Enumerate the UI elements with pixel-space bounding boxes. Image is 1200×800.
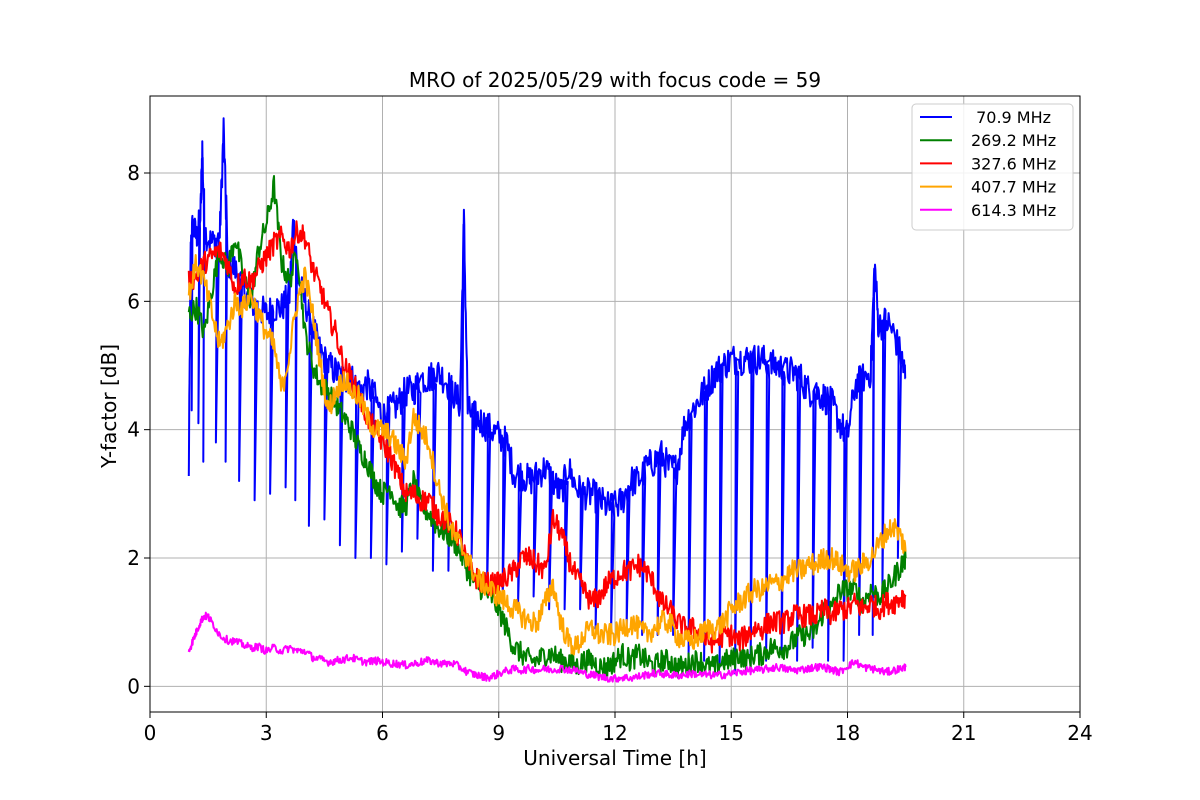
legend-label-3: 407.7 MHz <box>971 178 1056 197</box>
plot-series <box>187 117 907 683</box>
x-tick-label-3: 9 <box>492 721 505 745</box>
legend-label-2: 327.6 MHz <box>971 154 1056 173</box>
x-tick-label-6: 18 <box>835 721 860 745</box>
x-axis-label: Universal Time [h] <box>523 746 706 770</box>
chart-title: MRO of 2025/05/29 with focus code = 59 <box>409 68 821 92</box>
y-tick-label-0: 0 <box>127 674 140 698</box>
x-tick-label-7: 21 <box>951 721 976 745</box>
series-line-2 <box>187 220 907 654</box>
x-tick-label-5: 15 <box>719 721 744 745</box>
series-line-1 <box>187 175 907 679</box>
legend-label-0: 70.9 MHz <box>971 108 1051 127</box>
x-tick-label-2: 6 <box>376 721 389 745</box>
y-tick-label-2: 4 <box>127 418 140 442</box>
y-tick-label-4: 8 <box>127 161 140 185</box>
y-tick-label-1: 2 <box>127 546 140 570</box>
x-tick-label-4: 12 <box>602 721 627 745</box>
y-axis-label: Y-factor [dB] <box>97 344 121 469</box>
legend-box <box>911 103 1074 231</box>
x-tick-label-8: 24 <box>1067 721 1092 745</box>
legend-label-1: 269.2 MHz <box>971 131 1056 150</box>
series-line-0 <box>187 117 907 675</box>
legend: 70.9 MHz 269.2 MHz 327.6 MHz 407.7 MHz 614.3… <box>911 103 1074 231</box>
series-line-3 <box>187 254 907 656</box>
x-tick-label-1: 3 <box>260 721 273 745</box>
series-line-4 <box>187 611 907 683</box>
legend-label-4: 614.3 MHz <box>971 201 1056 220</box>
x-tick-label-0: 0 <box>144 721 157 745</box>
y-tick-label-3: 6 <box>127 289 140 313</box>
